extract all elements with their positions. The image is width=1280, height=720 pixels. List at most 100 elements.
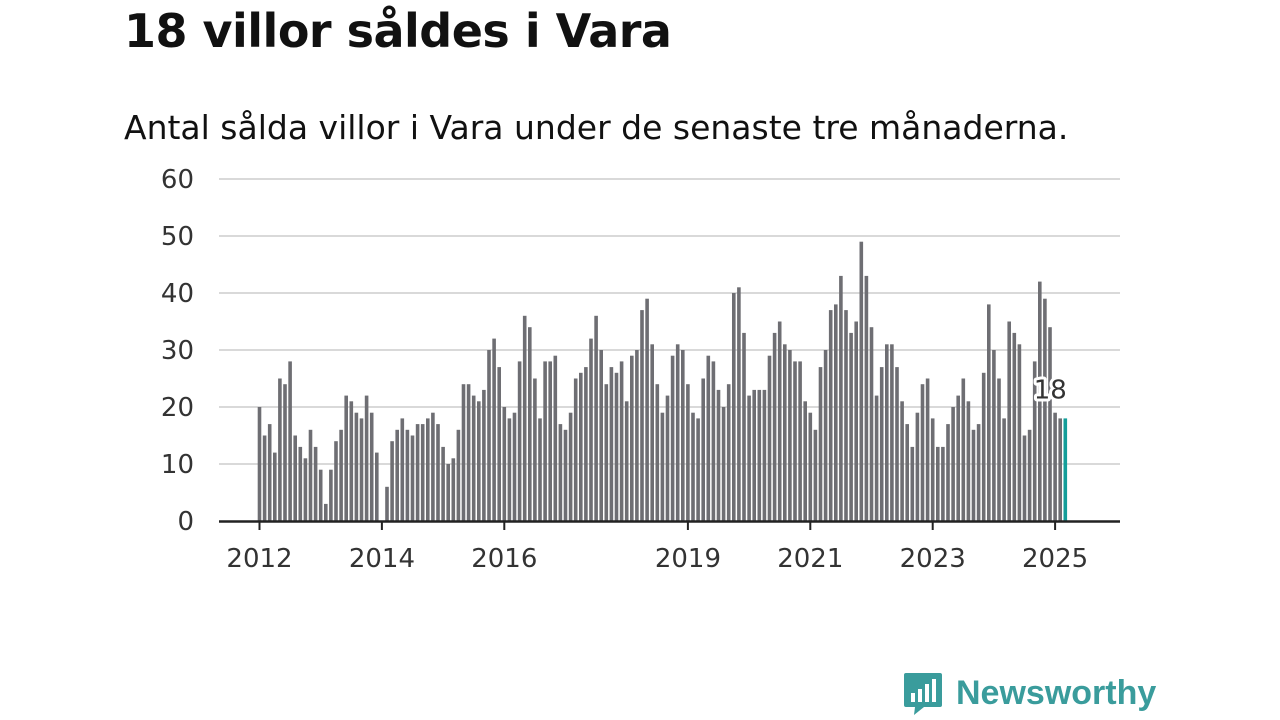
bar (579, 372, 583, 521)
bar (278, 378, 282, 521)
bar (869, 327, 874, 521)
bar (354, 412, 359, 521)
bar (920, 384, 925, 521)
bar (543, 361, 547, 521)
bar (874, 395, 879, 521)
bar (502, 407, 507, 521)
bar (803, 401, 807, 521)
bar (477, 401, 481, 521)
bar (742, 332, 746, 521)
bar (517, 361, 522, 521)
bar (1043, 298, 1047, 521)
y-axis-labels: 0 10 20 30 40 50 60 (161, 165, 194, 537)
bar (1053, 412, 1057, 521)
bar (589, 338, 593, 521)
bar (1017, 344, 1022, 521)
bar (783, 344, 787, 521)
bar (273, 452, 277, 521)
bar (706, 355, 711, 521)
bar (987, 304, 991, 521)
bar (788, 350, 792, 521)
bar (686, 384, 690, 521)
y-tick-label: 60 (161, 165, 194, 195)
bar (747, 395, 751, 521)
newsworthy-brand: Newsworthy (902, 668, 1156, 718)
bar (864, 275, 869, 521)
bar (456, 429, 461, 521)
bar (650, 344, 654, 521)
bar (563, 429, 568, 521)
bar (1058, 418, 1062, 521)
bar (665, 395, 670, 521)
bar (828, 310, 833, 521)
bar (303, 458, 308, 521)
bar (675, 344, 680, 521)
bar (497, 367, 501, 521)
bar (655, 384, 660, 521)
bar (471, 395, 476, 521)
bar (966, 401, 971, 521)
bar (487, 350, 491, 521)
x-tick-label: 2012 (226, 544, 292, 574)
bar (859, 241, 864, 521)
bar (1002, 418, 1006, 521)
bar (640, 310, 644, 521)
bar (604, 384, 609, 521)
bar (436, 424, 440, 521)
y-tick-label: 40 (161, 279, 194, 309)
bar (900, 401, 904, 521)
bar (385, 486, 389, 521)
bar (375, 452, 379, 521)
annotation-halo: 18 (1034, 375, 1067, 405)
x-tick-label: 2021 (777, 544, 843, 574)
bar (461, 384, 466, 521)
bar (834, 304, 838, 521)
bar (905, 424, 909, 521)
bar (890, 344, 894, 521)
bar (767, 355, 772, 521)
bar (267, 424, 272, 521)
bar (410, 435, 415, 521)
bar (349, 401, 354, 521)
bar (492, 338, 496, 521)
bar (660, 412, 665, 521)
bar (1032, 361, 1037, 521)
bar (681, 350, 685, 521)
bar (318, 469, 323, 521)
bar (288, 361, 292, 521)
bar (951, 407, 955, 521)
bar (533, 378, 537, 521)
bar (752, 389, 756, 521)
bar (941, 446, 945, 521)
bar (808, 412, 813, 521)
y-tick-label: 30 (161, 336, 194, 366)
bar (772, 332, 777, 521)
bar (936, 446, 940, 521)
bar (507, 418, 512, 521)
x-tick-label: 2014 (349, 544, 415, 574)
x-axis-labels: 2012 2014 2016 2019 2021 2023 2025 (226, 544, 1088, 574)
bar (426, 418, 430, 521)
brand-name: Newsworthy (956, 673, 1157, 712)
bar (400, 418, 405, 521)
bar (716, 389, 721, 521)
bar (415, 424, 420, 521)
bar (1007, 321, 1011, 521)
bar (981, 372, 986, 521)
x-tick-label: 2019 (655, 544, 721, 574)
bar (711, 361, 716, 521)
bar (324, 503, 328, 521)
bar (609, 367, 614, 521)
bar (441, 446, 445, 521)
bar (599, 350, 603, 521)
bar (895, 367, 899, 521)
bar (446, 464, 450, 521)
bar (359, 418, 364, 521)
bar (568, 412, 573, 521)
bar (976, 424, 981, 521)
bar (262, 435, 267, 521)
highlighted-bar (1063, 418, 1068, 521)
y-tick-label: 0 (177, 507, 194, 537)
bar (283, 384, 287, 521)
